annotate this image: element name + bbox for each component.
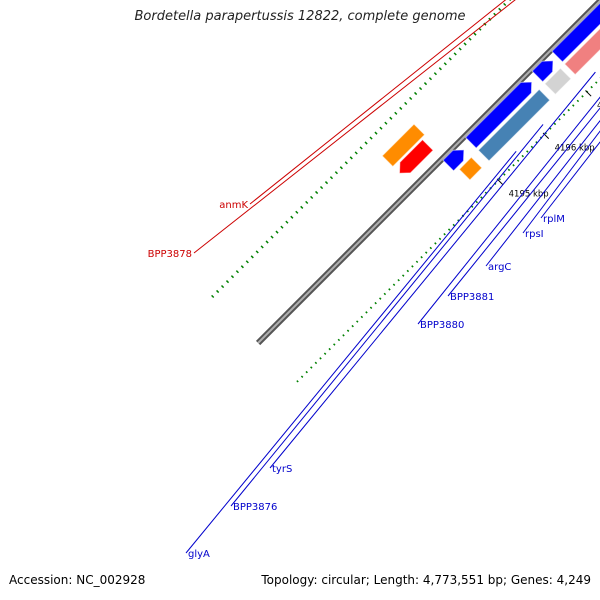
label-leader-line	[193, 0, 516, 254]
gene-lightgrey-1	[544, 67, 572, 96]
gene-label: BPP3880	[420, 320, 464, 331]
tick-mark	[585, 90, 592, 97]
label-leader-line	[485, 119, 600, 267]
gene-label: argC	[488, 262, 511, 273]
gene-steelblue-1	[477, 88, 551, 162]
gene-blue-small-1	[442, 149, 465, 172]
genome-summary: Topology: circular; Length: 4,773,551 bp…	[261, 573, 591, 587]
gene-label: anmK	[219, 200, 248, 211]
tick-label: 4197 kbp	[597, 101, 600, 111]
gene-label: tyrS	[272, 464, 292, 475]
label-leader-line	[269, 71, 596, 469]
label-leader-line	[447, 107, 600, 297]
label-leader-line	[417, 96, 600, 325]
gene-label: rplM	[543, 214, 565, 225]
accession-label: Accession: NC_002928	[9, 573, 146, 587]
label-leader-line	[522, 130, 600, 234]
gene-label: BPP3878	[148, 249, 192, 260]
gene-orange-outer-1	[381, 123, 426, 168]
tick-label: 4195 kbp	[509, 189, 549, 199]
label-leader-line	[249, 0, 507, 205]
label-leader-line	[185, 151, 517, 554]
label-leader-line	[540, 141, 600, 219]
label-leader-line	[230, 124, 544, 507]
gene-label: glyA	[188, 549, 210, 560]
gene-orange-small-1	[458, 156, 483, 181]
gene-label: rpsI	[525, 229, 544, 240]
gene-label: BPP3881	[450, 292, 494, 303]
gene-pink-1	[563, 27, 600, 76]
genome-backbone-highlight	[257, 0, 600, 344]
map-title: Bordetella parapertussis 12822, complete…	[134, 9, 466, 24]
gene-tyrS-bar	[551, 2, 600, 63]
gene-label: BPP3876	[233, 502, 277, 513]
gene-red-outer-1	[398, 138, 434, 174]
tick-label: 4196 kbp	[555, 143, 595, 153]
gene-blue-small-2	[531, 60, 554, 83]
gene-glyA-bar	[464, 81, 533, 149]
